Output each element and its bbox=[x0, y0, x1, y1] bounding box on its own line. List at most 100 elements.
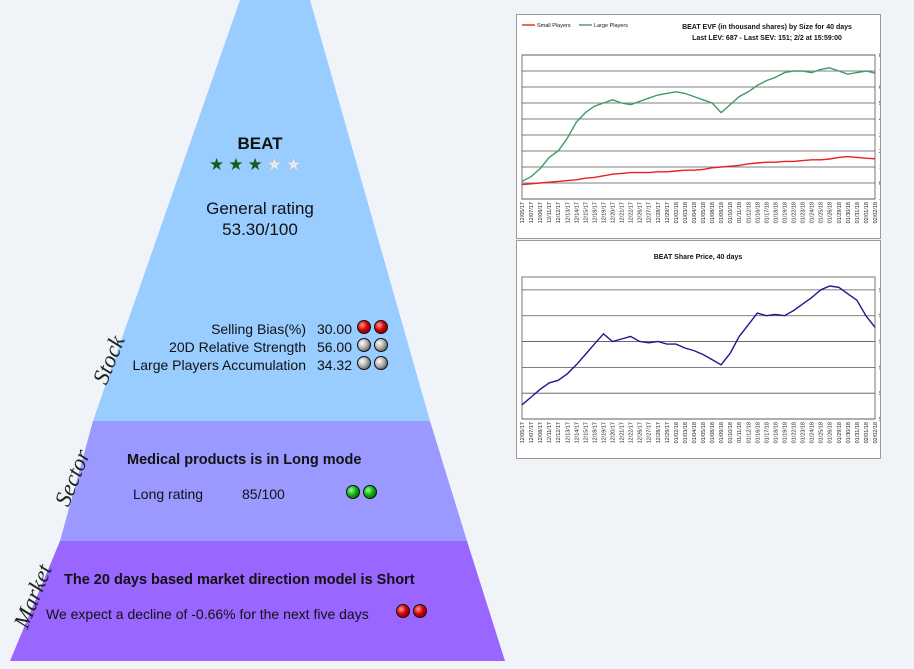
chart-title: BEAT Share Price, 40 days bbox=[654, 254, 743, 261]
x-tick-label: 12/05/17 bbox=[520, 422, 526, 443]
x-tick-label: 12/20/17 bbox=[611, 202, 617, 223]
stock-metric-indicators bbox=[354, 320, 388, 338]
stock-metric-value: 30.00 bbox=[316, 321, 352, 337]
x-tick-label: 01/24/18 bbox=[810, 422, 816, 443]
grey-indicator-icon bbox=[374, 338, 388, 352]
market-title: The 20 days based market direction model… bbox=[64, 572, 415, 588]
x-tick-label: 12/11/17 bbox=[547, 202, 553, 223]
x-tick-label: 01/09/18 bbox=[719, 202, 725, 223]
y-tick-label: 400 bbox=[879, 117, 880, 123]
x-tick-label: 02/01/18 bbox=[864, 422, 870, 443]
sector-title: Medical products is in Long mode bbox=[127, 452, 362, 468]
x-tick-label: 01/22/18 bbox=[792, 202, 798, 223]
pyramid-tier-market bbox=[10, 541, 505, 661]
x-tick-label: 12/07/17 bbox=[529, 202, 535, 223]
x-tick-label: 12/14/17 bbox=[574, 202, 580, 223]
x-tick-label: 01/19/18 bbox=[782, 202, 788, 223]
x-tick-label: 12/26/17 bbox=[638, 422, 644, 443]
y-tick-label: $31.0 bbox=[879, 340, 880, 346]
stock-metric-indicators bbox=[354, 338, 388, 356]
x-tick-label: 12/19/17 bbox=[601, 422, 607, 443]
x-tick-label: 12/22/17 bbox=[629, 202, 635, 223]
x-tick-label: 02/02/18 bbox=[873, 202, 879, 223]
x-tick-label: 01/25/18 bbox=[819, 422, 825, 443]
star-empty-icon: ★ bbox=[266, 155, 282, 174]
x-tick-label: 12/13/17 bbox=[565, 422, 571, 443]
general-rating-value: 53.30/100 bbox=[222, 220, 298, 239]
y-tick-label: 200 bbox=[879, 149, 880, 155]
x-tick-label: 12/08/17 bbox=[538, 422, 544, 443]
x-tick-label: 12/12/17 bbox=[556, 422, 562, 443]
y-tick-label: -100 bbox=[879, 197, 880, 203]
star-filled-icon: ★ bbox=[247, 155, 263, 174]
x-tick-label: 12/18/17 bbox=[592, 422, 598, 443]
pyramid-tier-sector bbox=[60, 421, 467, 541]
x-tick-label: 01/26/18 bbox=[828, 422, 834, 443]
y-tick-label: 600 bbox=[879, 85, 880, 91]
x-tick-label: 01/30/18 bbox=[846, 422, 852, 443]
x-tick-label: 01/11/18 bbox=[737, 202, 743, 223]
star-empty-icon: ★ bbox=[286, 155, 302, 174]
x-tick-label: 12/13/17 bbox=[565, 202, 571, 223]
series-line-1 bbox=[521, 155, 876, 186]
x-tick-label: 01/08/18 bbox=[710, 202, 716, 223]
x-tick-label: 12/28/17 bbox=[656, 422, 662, 443]
x-tick-label: 01/08/18 bbox=[710, 422, 716, 443]
x-tick-label: 01/22/18 bbox=[792, 422, 798, 443]
x-tick-label: 12/07/17 bbox=[529, 422, 535, 443]
x-tick-label: 12/08/17 bbox=[538, 202, 544, 223]
x-tick-label: 01/04/18 bbox=[692, 422, 698, 443]
chart-subtitle: Last LEV: 687 - Last SEV: 151; 2/2 at 15… bbox=[692, 35, 842, 42]
x-tick-label: 01/02/18 bbox=[674, 202, 680, 223]
x-tick-label: 01/18/18 bbox=[773, 202, 779, 223]
plot-frame bbox=[521, 276, 876, 420]
price-chart-svg: BEAT Share Price, 40 days $35.0 $33.0 $31.0… bbox=[520, 254, 893, 443]
x-tick-label: 01/09/18 bbox=[719, 422, 725, 443]
green-indicator-icon bbox=[346, 485, 360, 499]
ticker-title: BEAT bbox=[237, 134, 283, 153]
x-tick-label: 12/27/17 bbox=[647, 422, 653, 443]
star-rating: ★ ★ ★ ★ ★ bbox=[209, 156, 305, 175]
y-tick-label: $29.0 bbox=[879, 365, 880, 371]
x-tick-label: 12/18/17 bbox=[592, 202, 598, 223]
x-tick-label: 01/03/18 bbox=[683, 422, 689, 443]
y-tick-label: 800 bbox=[879, 53, 880, 59]
x-tick-label: 01/24/18 bbox=[810, 202, 816, 223]
chart-title: BEAT EVF (in thousand shares) by Size fo… bbox=[682, 24, 852, 31]
series-line-2 bbox=[521, 67, 876, 183]
x-tick-label: 01/16/18 bbox=[755, 202, 761, 223]
x-tick-label: 01/17/18 bbox=[764, 422, 770, 443]
x-tick-label: 01/04/18 bbox=[692, 202, 698, 223]
legend-label-small: Small Players bbox=[537, 23, 571, 29]
x-tick-label: 12/19/17 bbox=[601, 202, 607, 223]
red-indicator-icon bbox=[374, 320, 388, 334]
series-line-1 bbox=[521, 285, 876, 406]
red-indicator-icon bbox=[413, 604, 427, 618]
x-tick-label: 01/29/18 bbox=[837, 422, 843, 443]
stock-metric-value: 56.00 bbox=[316, 339, 352, 355]
x-tick-label: 01/12/18 bbox=[746, 422, 752, 443]
x-tick-label: 01/18/18 bbox=[773, 422, 779, 443]
evf-chart-svg: BEAT EVF (in thousand shares) by Size fo… bbox=[520, 23, 890, 223]
x-tick-label: 01/17/18 bbox=[764, 202, 770, 223]
x-tick-label: 12/15/17 bbox=[583, 422, 589, 443]
x-tick-label: 01/31/18 bbox=[855, 422, 861, 443]
y-tick-label: $35.0 bbox=[879, 288, 880, 294]
x-tick-label: 01/02/18 bbox=[674, 422, 680, 443]
x-tick-label: 01/26/18 bbox=[828, 202, 834, 223]
x-tick-label: 01/10/18 bbox=[728, 202, 734, 223]
x-tick-label: 12/14/17 bbox=[574, 422, 580, 443]
star-filled-icon: ★ bbox=[228, 155, 244, 174]
sector-balls bbox=[343, 485, 377, 503]
price-chart: BEAT Share Price, 40 days $35.0 $33.0 $31.0… bbox=[516, 240, 893, 459]
evf-chart: BEAT EVF (in thousand shares) by Size fo… bbox=[516, 14, 890, 239]
x-tick-label: 01/03/18 bbox=[683, 202, 689, 223]
star-filled-icon: ★ bbox=[209, 155, 225, 174]
x-tick-label: 01/31/18 bbox=[855, 202, 861, 223]
x-tick-label: 01/16/18 bbox=[755, 422, 761, 443]
x-tick-label: 12/21/17 bbox=[620, 202, 626, 223]
y-tick-label: $25.0 bbox=[879, 417, 880, 423]
x-tick-label: 01/29/18 bbox=[837, 202, 843, 223]
x-tick-label: 01/10/18 bbox=[728, 422, 734, 443]
x-tick-label: 12/22/17 bbox=[629, 422, 635, 443]
